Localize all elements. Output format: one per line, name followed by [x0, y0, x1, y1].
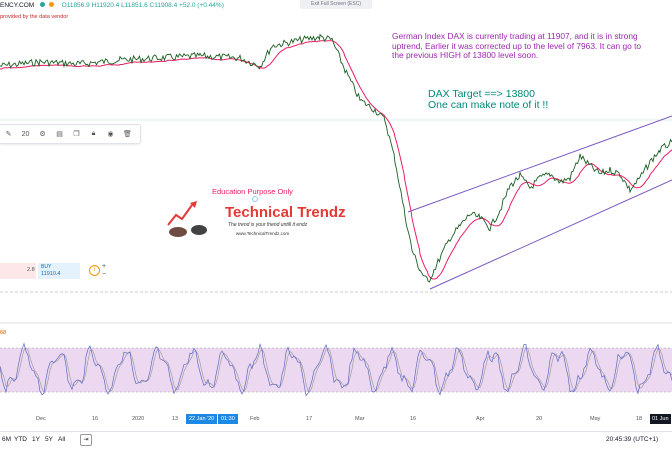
stoch-k-line	[0, 342, 672, 397]
range-5y-button[interactable]: 5Y	[45, 436, 53, 443]
info-icon[interactable]: i	[89, 265, 100, 276]
moving-average-line	[0, 40, 672, 280]
stoch-d-line	[0, 346, 672, 394]
price-line	[0, 33, 672, 283]
target-line-1: DAX Target ==> 13800	[428, 88, 535, 100]
eye-icon[interactable]: ◉	[107, 131, 114, 138]
brand-logo-text: Technical Trendz	[225, 204, 346, 221]
range-ytd-button[interactable]: YTD	[14, 436, 27, 443]
time-label: Dec	[36, 416, 46, 422]
time-label: 20	[536, 416, 543, 422]
time-label: 16	[410, 416, 417, 422]
clock-display: 20:45:39 (UTC+1)	[606, 436, 659, 443]
range-all-button[interactable]: All	[58, 436, 66, 443]
symbol-name: ENCY.COM	[0, 2, 35, 9]
drawing-toolbar: ✎ 20 ⚙ ▤ ❐ 🔒︎ ◉ 🗑︎	[0, 124, 141, 144]
quantity-plus-icon[interactable]: +	[102, 263, 107, 270]
range-6m-button[interactable]: 6M	[2, 436, 12, 443]
date-range-icon[interactable]: ⇥	[80, 434, 92, 446]
target-line-2: One can make note of it !!	[428, 99, 549, 111]
data-status-icon	[48, 2, 54, 7]
oscillator-band	[0, 348, 672, 392]
pencil-icon[interactable]: ✎	[5, 131, 12, 138]
channel-lower-line	[429, 179, 672, 290]
copy-icon[interactable]: ❐	[73, 131, 80, 138]
time-label: Apr	[476, 416, 485, 422]
exit-fullscreen-hint[interactable]: Exit Full Screen (ESC)	[300, 0, 372, 9]
vendor-note: provided by the data vendor	[0, 14, 69, 20]
line-width-value[interactable]: 20	[21, 130, 30, 138]
oscillator-label: 68	[0, 330, 7, 336]
time-label: Mar	[355, 416, 365, 422]
bull-bear-logo-icon	[167, 201, 207, 237]
sell-button[interactable]	[0, 263, 36, 279]
quantity-minus-icon[interactable]: −	[102, 271, 107, 278]
education-label: Education Purpose Only	[212, 187, 293, 196]
crosshair-date-badge: 22 Jan '20	[186, 414, 218, 424]
time-label: 2020	[132, 416, 145, 422]
last-date-badge: 01 Jun	[650, 414, 671, 424]
spread-value: 2.8	[27, 267, 35, 273]
time-label: 16	[92, 416, 99, 422]
range-1y-button[interactable]: 1Y	[32, 436, 40, 443]
template-icon[interactable]: ▤	[56, 131, 63, 138]
time-label: Feb	[250, 416, 260, 422]
bottom-range-bar: 6M YTD 1Y 5Y All ⇥ 20:45:39 (UTC+1)	[0, 431, 672, 449]
market-status-icon	[40, 2, 46, 7]
time-label: 17	[306, 416, 313, 422]
crosshair-time-badge: 01:30	[218, 414, 238, 424]
legend-close: C11908.4	[149, 2, 178, 9]
lock-icon[interactable]: 🔒︎	[91, 130, 96, 137]
brand-tagline: The trend is your friend untill it endz	[228, 222, 308, 228]
symbol-legend: ENCY.COM O11856.9 H11920.4 L11851.6 C119…	[0, 2, 224, 9]
buy-label: BUY	[41, 264, 52, 270]
legend-change: +52.0 (+0.44%)	[179, 2, 224, 9]
buy-price: 11910.4	[41, 271, 61, 277]
channel-upper-line	[407, 115, 672, 213]
anchor-handle[interactable]	[252, 196, 258, 202]
time-label: 13	[172, 416, 179, 422]
settings-icon[interactable]: ⚙	[39, 131, 46, 138]
order-panel: 2.8 BUY 11910.4 i + −	[0, 263, 110, 279]
legend-high: H11920.4	[91, 2, 120, 9]
legend-open: O11856.9	[61, 2, 90, 9]
trash-icon[interactable]: 🗑︎	[123, 131, 132, 138]
time-axis[interactable]: Dec 16 2020 13 22 Jan '20 01:30 Feb 17 M…	[0, 414, 672, 425]
time-label: 18	[636, 416, 643, 422]
buy-button[interactable]: BUY 11910.4	[38, 263, 80, 279]
analysis-annotation[interactable]: German Index DAX is currently trading at…	[392, 31, 642, 60]
brand-url: www.TechnicalTrendz.com	[236, 231, 290, 236]
time-label: May	[590, 416, 601, 422]
target-annotation[interactable]: DAX Target ==> 13800 One can make note o…	[428, 89, 548, 111]
legend-low: L11851.6	[121, 2, 148, 9]
